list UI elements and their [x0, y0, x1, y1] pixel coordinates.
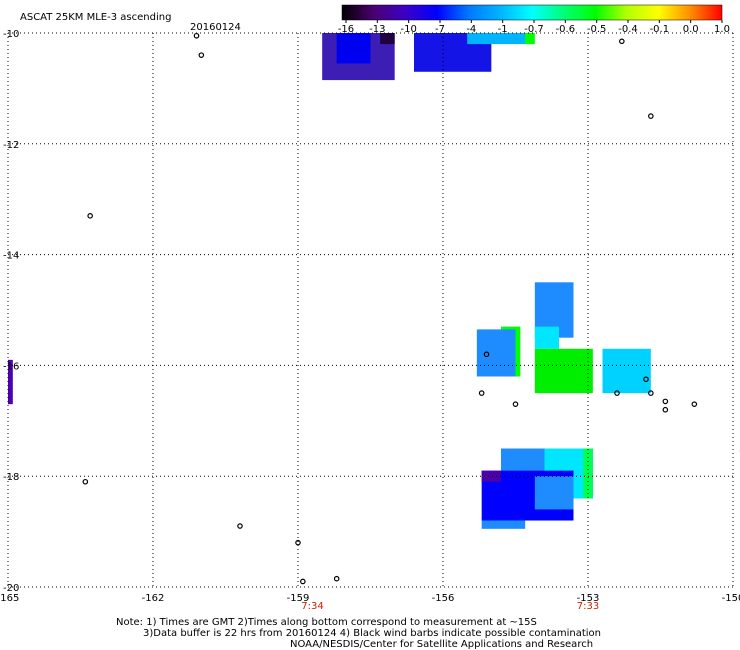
colorbar-label: -10 [400, 24, 416, 35]
wind-cell-10 [476, 329, 516, 377]
colorbar: -16 -13 -10 -7 -4 -1 -0.7 -0.6 -0.5 -0.4 -0.1 0.0 1.… [338, 4, 730, 35]
wind-cell-1 [336, 33, 371, 64]
wind-cell-18 [481, 470, 501, 482]
colorbar-label: -4 [466, 24, 476, 35]
x-tick-label: -153 [577, 593, 600, 604]
tick-labels-layer: -165 -162 -159 -156 -153 -150 -10 -12 -14 -16 -18 -… [0, 29, 740, 612]
footer-note-line2: 3)Data buffer is 22 hrs from 20160124 4)… [143, 628, 601, 639]
island-outline [300, 578, 306, 585]
island-outline [333, 575, 340, 582]
y-tick-label: -18 [3, 472, 19, 483]
island-outline [198, 52, 205, 58]
time-label: 7:33 [577, 601, 599, 612]
island-outline [648, 113, 654, 119]
island-outline [614, 390, 620, 396]
wind-cell-17 [481, 520, 526, 529]
island-outline [648, 390, 654, 396]
wind-cell-19 [8, 359, 13, 405]
colorbar-label: -13 [369, 24, 385, 35]
island-outline [512, 401, 519, 407]
island-outline [691, 401, 698, 407]
island-outline [483, 351, 490, 358]
island-outline [237, 523, 243, 529]
wind-cell-11 [602, 348, 651, 394]
chart-title: ASCAT 25KM MLE-3 ascending [20, 12, 171, 23]
colorbar-label: -1 [498, 24, 508, 35]
colorbar-label: -7 [435, 24, 445, 35]
wind-cell-8 [534, 326, 559, 349]
time-label: 7:34 [301, 601, 323, 612]
wind-cell-16 [534, 476, 574, 510]
x-tick-label: -165 [0, 593, 19, 604]
colorbar-label: -0.1 [650, 24, 670, 35]
y-tick-label: -14 [3, 251, 19, 262]
colorbar-label: -0.4 [618, 24, 638, 35]
island-outline [619, 38, 625, 45]
colorbar-label: 0.0 [683, 24, 699, 35]
wind-cell-2 [380, 33, 395, 45]
x-tick-label: -150 [722, 593, 740, 604]
x-tick-label: -159 [287, 593, 310, 604]
grid-layer [7, 32, 734, 588]
wind-cell-4 [467, 33, 530, 45]
x-tick-label: -162 [142, 593, 165, 604]
wind-cell-5 [525, 33, 535, 45]
island-outline [82, 478, 89, 485]
wind-cell-9 [534, 348, 593, 394]
y-tick-label: -16 [3, 361, 19, 372]
footer-credit: NOAA/NESDIS/Center for Satellite Applica… [290, 639, 593, 650]
chart-date: 20160124 [190, 22, 241, 33]
y-tick-label: -10 [3, 29, 19, 40]
island-outline [193, 32, 200, 39]
colorbar-label: -16 [338, 24, 354, 35]
y-tick-label: -12 [3, 140, 19, 151]
colorbar-label: -0.7 [524, 24, 544, 35]
island-outline [87, 213, 93, 219]
colorbar-label: 1.0 [714, 24, 730, 35]
island-outline [662, 406, 669, 413]
island-outline [662, 398, 669, 405]
wind-cells-layer [8, 33, 651, 529]
islands-layer [82, 32, 740, 585]
colorbar-label: -0.5 [587, 24, 607, 35]
footer-note-line1: Note: 1) Times are GMT 2)Times along bot… [116, 617, 537, 628]
island-outline [478, 390, 485, 396]
island-outline [643, 376, 649, 383]
y-tick-label: -20 [3, 583, 19, 594]
x-tick-label: -156 [432, 593, 455, 604]
colorbar-label: -0.6 [556, 24, 576, 35]
island-outline [295, 539, 301, 546]
colorbar-gradient [341, 4, 723, 21]
